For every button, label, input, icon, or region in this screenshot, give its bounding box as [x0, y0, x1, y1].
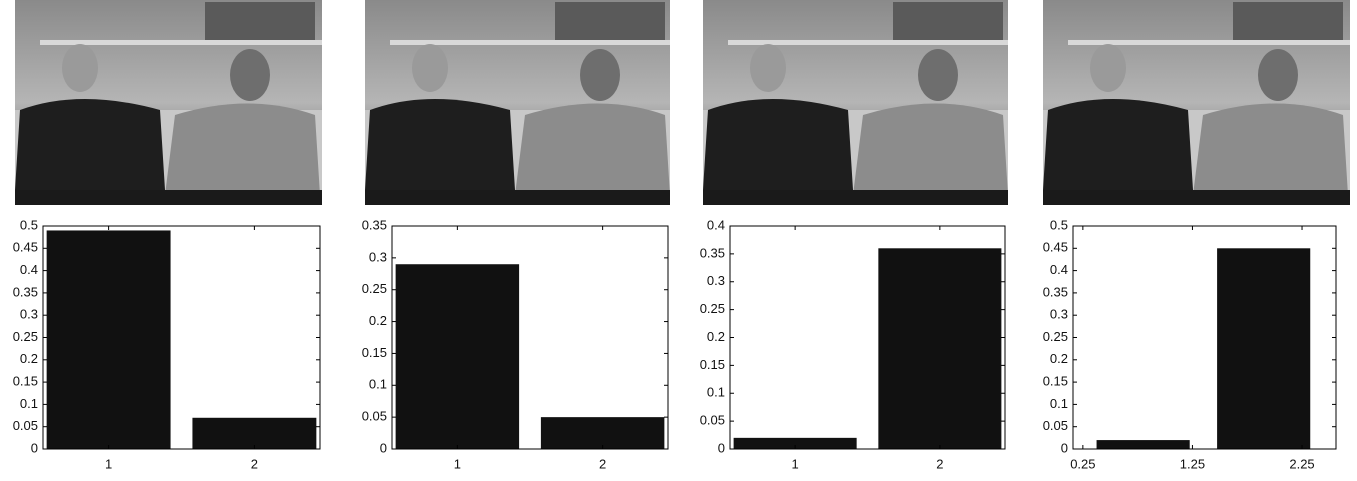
- y-tick-label: 0.35: [362, 217, 387, 232]
- person-left-body: [15, 99, 165, 190]
- y-tick-label: 0.2: [1050, 351, 1068, 366]
- y-tick-label: 0.5: [1050, 217, 1068, 232]
- y-tick-label: 0.45: [13, 240, 38, 255]
- person-left-head: [412, 44, 448, 92]
- y-tick-label: 0.5: [20, 217, 38, 232]
- photo: [365, 0, 670, 205]
- person-right-body: [515, 103, 670, 195]
- y-tick-label: 0.1: [20, 396, 38, 411]
- y-tick-label: 0.35: [1043, 284, 1068, 299]
- y-tick-label: 0: [31, 440, 38, 455]
- x-tick-label: 0.25: [1070, 456, 1095, 471]
- floor: [703, 190, 1008, 205]
- floor: [365, 190, 670, 205]
- photo: [703, 0, 1008, 205]
- y-tick-label: 0.3: [20, 307, 38, 322]
- photos: [15, 0, 1350, 205]
- bar-chart: 0 0.05 0.1 0.15 0.2 0.25 0.3 0.35 0.4 0.45 0.5 0.25…: [1043, 217, 1337, 471]
- bar: [1217, 248, 1311, 449]
- x-tick-label: 1: [454, 456, 461, 471]
- person-left-body: [1043, 99, 1193, 190]
- bar: [878, 248, 1002, 449]
- person-left-body: [365, 99, 515, 190]
- y-tick-label: 0.4: [707, 217, 725, 232]
- y-tick-label: 0.3: [707, 273, 725, 288]
- y-tick-label: 0.05: [362, 409, 387, 424]
- y-tick-label: 0.1: [707, 385, 725, 400]
- y-tick-label: 0.3: [1050, 307, 1068, 322]
- bar: [395, 264, 520, 449]
- y-tick-label: 0.45: [1043, 240, 1068, 255]
- person-left-body: [703, 99, 853, 190]
- bar-chart: 0 0.05 0.1 0.15 0.2 0.25 0.3 0.35 1 2: [362, 217, 669, 471]
- person-left-head: [1090, 44, 1126, 92]
- y-tick-label: 0.05: [700, 413, 725, 428]
- person-right-head: [918, 49, 958, 101]
- books: [205, 2, 315, 40]
- x-tick-label: 2.25: [1289, 456, 1314, 471]
- x-tick-label: 1: [105, 456, 112, 471]
- y-tick-label: 0.1: [1050, 396, 1068, 411]
- person-right-body: [165, 103, 320, 195]
- x-tick-label: 2: [251, 456, 258, 471]
- y-tick-label: 0.3: [369, 249, 387, 264]
- y-tick-label: 0.15: [362, 345, 387, 360]
- y-tick-label: 0.05: [1043, 418, 1068, 433]
- y-tick-label: 0.4: [20, 262, 38, 277]
- bar: [733, 437, 857, 449]
- y-tick-label: 0.25: [362, 281, 387, 296]
- books: [1233, 2, 1343, 40]
- y-tick-label: 0.4: [1050, 262, 1068, 277]
- y-tick-label: 0.25: [700, 301, 725, 316]
- person-right-head: [1258, 49, 1298, 101]
- y-tick-label: 0.2: [707, 329, 725, 344]
- person-right-head: [580, 49, 620, 101]
- person-left-head: [750, 44, 786, 92]
- shelf: [390, 40, 670, 45]
- x-tick-label: 2: [599, 456, 606, 471]
- person-right-body: [1193, 103, 1348, 195]
- y-tick-label: 0: [380, 440, 387, 455]
- y-tick-label: 0.25: [13, 329, 38, 344]
- books: [555, 2, 665, 40]
- bar: [192, 417, 317, 449]
- y-tick-label: 0: [718, 440, 725, 455]
- person-left-head: [62, 44, 98, 92]
- photo: [1043, 0, 1350, 205]
- person-right-head: [230, 49, 270, 101]
- y-tick-label: 0.15: [1043, 374, 1068, 389]
- person-right-body: [853, 103, 1008, 195]
- bar-chart: 0 0.05 0.1 0.15 0.2 0.25 0.3 0.35 0.4 0.45 0.5 1 2: [13, 217, 321, 471]
- bar-chart: 0 0.05 0.1 0.15 0.2 0.25 0.3 0.35 0.4 1 2: [700, 217, 1006, 471]
- axes-box: [391, 225, 669, 450]
- bar: [46, 230, 171, 449]
- y-tick-label: 0.15: [13, 374, 38, 389]
- y-tick-label: 0.2: [20, 351, 38, 366]
- books: [893, 2, 1003, 40]
- y-tick-label: 0.25: [1043, 329, 1068, 344]
- shelf: [40, 40, 322, 45]
- floor: [15, 190, 322, 205]
- y-tick-label: 0: [1061, 440, 1068, 455]
- y-tick-label: 0.05: [13, 418, 38, 433]
- shelf: [728, 40, 1008, 45]
- shelf: [1068, 40, 1350, 45]
- bar: [1096, 440, 1190, 449]
- y-tick-label: 0.2: [369, 313, 387, 328]
- y-tick-label: 0.35: [700, 245, 725, 260]
- x-tick-label: 1: [792, 456, 799, 471]
- y-tick-label: 0.15: [700, 357, 725, 372]
- photo: [15, 0, 322, 205]
- x-tick-label: 2: [936, 456, 943, 471]
- bar: [540, 417, 665, 449]
- floor: [1043, 190, 1350, 205]
- x-tick-label: 1.25: [1180, 456, 1205, 471]
- y-tick-label: 0.35: [13, 284, 38, 299]
- y-tick-label: 0.1: [369, 377, 387, 392]
